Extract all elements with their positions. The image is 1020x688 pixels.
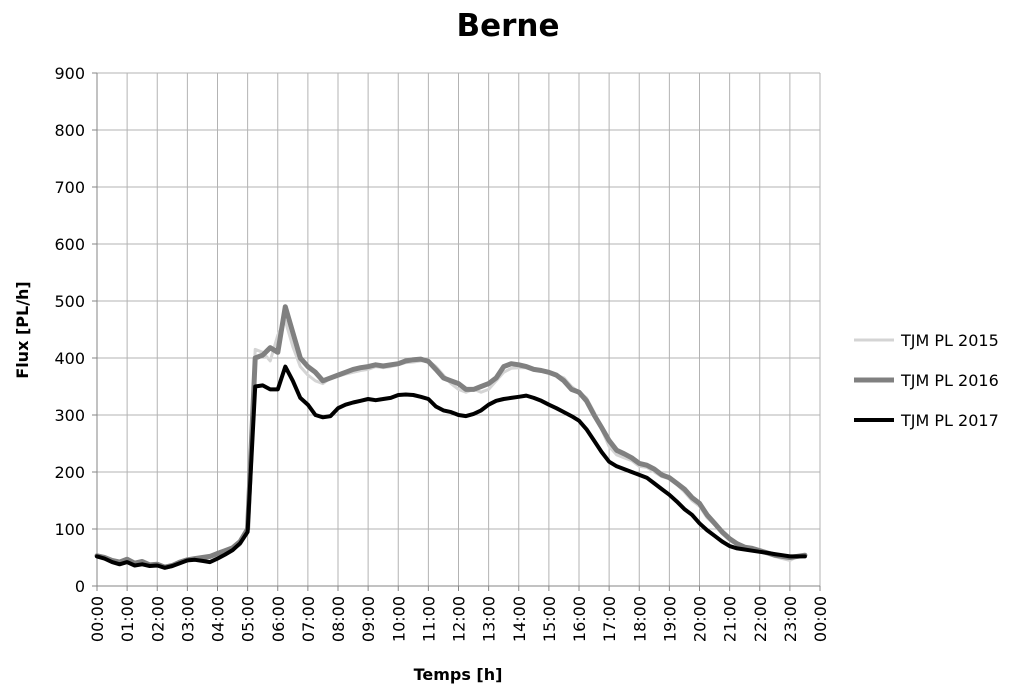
x-tick-label: 08:00	[329, 596, 348, 642]
legend-label: TJM PL 2017	[900, 411, 999, 430]
x-axis-title: Temps [h]	[414, 665, 503, 684]
y-tick-label: 100	[54, 520, 85, 539]
y-tick-label: 900	[54, 64, 85, 83]
x-tick-label: 00:00	[88, 596, 107, 642]
axes	[92, 72, 821, 591]
x-tick-label: 10:00	[389, 596, 408, 642]
x-tick-label: 19:00	[660, 596, 679, 642]
x-tick-label: 12:00	[450, 596, 469, 642]
chart-title: Berne	[456, 8, 559, 44]
x-tick-label: 15:00	[540, 596, 559, 642]
x-tick-label: 22:00	[751, 596, 770, 642]
x-tick-label: 13:00	[480, 596, 499, 642]
legend-label: TJM PL 2016	[900, 371, 999, 390]
y-tick-label: 0	[75, 577, 85, 596]
x-tick-label: 07:00	[299, 596, 318, 642]
y-tick-label: 300	[54, 406, 85, 425]
y-tick-label: 500	[54, 292, 85, 311]
x-tick-label: 18:00	[630, 596, 649, 642]
y-tick-label: 200	[54, 463, 85, 482]
x-tick-label: 17:00	[600, 596, 619, 642]
x-tick-label: 04:00	[209, 596, 228, 642]
x-tick-label: 00:00	[811, 596, 830, 642]
legend: TJM PL 2015 TJM PL 2016 TJM PL 2017	[854, 331, 999, 430]
y-tick-labels: 0 100 200 300 400 500 600 700 800 900	[54, 64, 85, 596]
y-tick-label: 700	[54, 178, 85, 197]
x-tick-label: 11:00	[419, 596, 438, 642]
x-tick-label: 21:00	[721, 596, 740, 642]
x-tick-labels: 00:00 01:00 02:00 03:00 04:00 05:00 06:00 07:00…	[88, 596, 830, 642]
x-tick-label: 23:00	[781, 596, 800, 642]
x-tick-label: 05:00	[239, 596, 258, 642]
y-tick-label: 400	[54, 349, 85, 368]
x-tick-label: 14:00	[510, 596, 529, 642]
grid-lines	[96, 72, 821, 587]
series-line-3	[95, 364, 807, 570]
x-tick-label: 20:00	[691, 596, 710, 642]
series-lines	[94, 304, 808, 570]
x-tick-label: 01:00	[118, 596, 137, 642]
legend-label: TJM PL 2015	[900, 331, 999, 350]
x-tick-label: 16:00	[570, 596, 589, 642]
x-tick-label: 09:00	[359, 596, 378, 642]
x-tick-label: 06:00	[269, 596, 288, 642]
x-tick-label: 03:00	[178, 596, 197, 642]
series-line-2	[94, 304, 808, 570]
y-tick-label: 600	[54, 235, 85, 254]
y-tick-label: 800	[54, 121, 85, 140]
y-axis-title: Flux [PL/h]	[13, 281, 32, 378]
x-tick-label: 02:00	[148, 596, 167, 642]
